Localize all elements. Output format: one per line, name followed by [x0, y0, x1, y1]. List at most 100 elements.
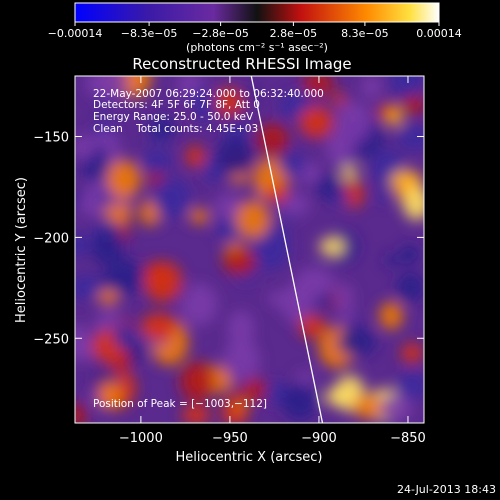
- heatmap-cell: [279, 93, 306, 119]
- heatmap-cell: [332, 92, 347, 106]
- heatmap-cell: [298, 105, 334, 139]
- annotation-detectors: Detectors: 4F 5F 6F 7F 8F, Att 0: [93, 99, 260, 111]
- heatmap-cell: [75, 336, 98, 362]
- heatmap-cell: [98, 289, 119, 305]
- colorbar-tick-label: −2.8e−05: [192, 27, 249, 40]
- heatmap-cell: [216, 136, 254, 176]
- heatmap-cell: [227, 310, 255, 345]
- heatmap-cell: [397, 372, 424, 400]
- heatmap-cell: [280, 193, 310, 217]
- heatmap-cell: [401, 95, 424, 115]
- x-tick-label: −1000: [119, 431, 163, 446]
- heatmap-cell: [338, 308, 356, 325]
- heatmap-cell: [152, 178, 191, 219]
- annotation-time-range: 22-May-2007 06:29:24.000 to 06:32:40.000: [93, 88, 324, 100]
- y-tick-label: −250: [33, 332, 69, 347]
- heatmap-cell: [187, 88, 217, 123]
- heatmap-cell: [401, 342, 424, 364]
- heatmap-cell: [281, 383, 318, 421]
- colorbar-ticks: −0.00014 −8.3e−05 −2.8e−05 2.8e−05 8.3e−05 0.…: [48, 22, 462, 40]
- colorbar-tick-label: 2.8e−05: [270, 27, 317, 40]
- heatmap-cell: [94, 76, 129, 101]
- heatmap-cell: [400, 244, 420, 265]
- heatmap-cell: [239, 86, 256, 102]
- footer-timestamp: 24-Jul-2013 18:43: [397, 483, 496, 496]
- heatmap-cell: [148, 116, 176, 139]
- heatmap-cell: [388, 76, 424, 100]
- heatmap-cell: [353, 395, 384, 419]
- colorbar-unit-label: (photons cm⁻² s⁻¹ asec⁻²): [186, 41, 328, 54]
- heatmap-cell: [377, 188, 393, 203]
- heatmap-cell: [223, 338, 260, 383]
- heatmap-cell: [140, 313, 177, 341]
- heatmap-cell: [379, 394, 413, 423]
- heatmap-cell: [341, 165, 358, 180]
- heatmap-cell: [182, 404, 211, 423]
- heatmap-cell: [256, 123, 289, 157]
- heatmap-cell: [336, 101, 372, 144]
- heatmap-cell: [75, 139, 97, 161]
- x-tick-label: −850: [390, 431, 426, 446]
- solar-limb-line: [250, 76, 324, 423]
- heatmap-cell: [98, 381, 123, 410]
- x-tick-label: −950: [212, 431, 248, 446]
- plot-frame: [74, 75, 425, 424]
- heatmap-cell: [296, 371, 315, 385]
- y-tick-label: −200: [33, 231, 69, 246]
- heatmap-cell: [113, 324, 135, 350]
- colorbar-tick-label: 8.3e−05: [341, 27, 388, 40]
- heatmap-cell: [241, 377, 267, 403]
- heatmap-cell: [402, 186, 424, 221]
- heatmap-cell: [213, 87, 245, 117]
- heatmap-cell: [336, 328, 377, 357]
- heatmap-cell: [75, 275, 101, 300]
- heatmap-cell: [302, 76, 334, 97]
- heatmap-cell: [325, 387, 351, 407]
- heatmap-cell: [386, 107, 403, 127]
- y-axis-label: Heliocentric Y (arcsec): [14, 177, 29, 323]
- colorbar: [74, 2, 440, 23]
- heatmap-cell: [179, 361, 215, 402]
- heatmap-cell: [298, 315, 327, 339]
- heatmap-cell: [379, 301, 404, 330]
- heatmap-cell: [226, 120, 247, 141]
- heatmap-cell: [91, 229, 124, 266]
- y-tick-label: −150: [33, 131, 69, 146]
- heatmap-cell: [332, 190, 351, 205]
- heatmap-cell: [146, 172, 165, 186]
- heatmap-cell: [384, 254, 401, 267]
- colorbar-tick-label: −0.00014: [48, 27, 103, 40]
- heatmap-cell: [106, 159, 141, 199]
- heatmap-cell: [92, 146, 107, 160]
- heatmap-cell: [143, 261, 183, 302]
- heatmap-cell: [267, 291, 287, 307]
- heatmap-cell: [333, 283, 354, 309]
- y-axis: −150 −200 −250: [33, 131, 424, 347]
- x-axis-label: Heliocentric X (arcsec): [176, 450, 323, 465]
- x-tick-label: −900: [301, 431, 337, 446]
- heatmap-cell: [396, 272, 424, 303]
- colorbar-tick-label: 0.00014: [416, 27, 462, 40]
- heatmap-cell: [397, 125, 424, 151]
- peak-position-label: Position of Peak = [−1003,−112]: [93, 398, 267, 410]
- heatmap-cell: [315, 173, 341, 201]
- heatmap-cell: [278, 151, 306, 177]
- annotation-total-counts: Clean Total counts: 4.45E+03: [93, 123, 258, 135]
- heatmap-cell: [222, 248, 257, 276]
- heatmap-cell: [180, 283, 218, 326]
- heatmap-cell: [361, 76, 382, 99]
- heatmap-cell: [75, 402, 87, 423]
- heatmap-cell: [266, 185, 289, 203]
- heatmap-cell: [75, 233, 91, 257]
- heatmap-cell: [189, 208, 210, 224]
- heatmap-cell: [185, 145, 206, 168]
- heatmap-cell: [258, 381, 289, 405]
- heatmap-cell: [214, 193, 243, 221]
- heatmap-cell: [319, 237, 345, 257]
- heatmap-cell: [228, 390, 243, 406]
- heatmap-cell: [235, 200, 271, 239]
- annotation-energy-range: Energy Range: 25.0 - 50.0 keV: [93, 111, 254, 123]
- x-axis: −1000 −950 −900 −850: [119, 76, 426, 446]
- heatmap-cell: [141, 149, 172, 174]
